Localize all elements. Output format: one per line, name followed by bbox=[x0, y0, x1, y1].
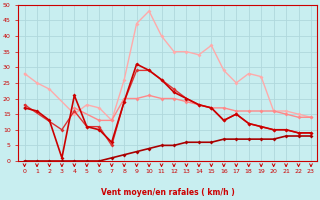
X-axis label: Vent moyen/en rafales ( km/h ): Vent moyen/en rafales ( km/h ) bbox=[101, 188, 235, 197]
